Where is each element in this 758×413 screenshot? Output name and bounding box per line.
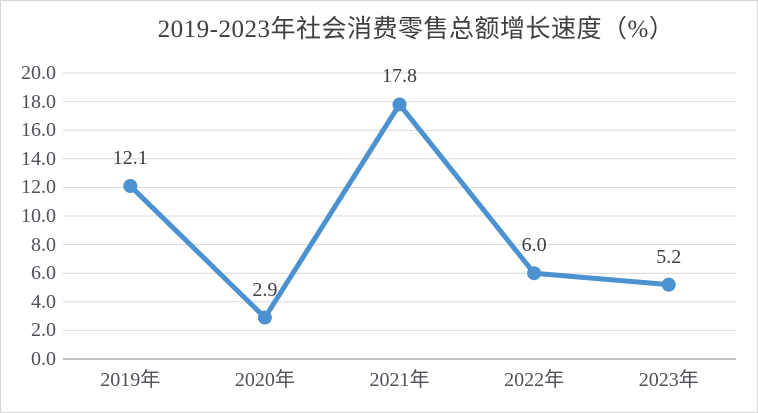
data-point-marker bbox=[123, 178, 138, 193]
y-tick-label: 18.0 bbox=[21, 90, 56, 113]
y-tick-label: 8.0 bbox=[31, 233, 56, 256]
data-label: 6.0 bbox=[521, 234, 547, 257]
y-tick-label: 2.0 bbox=[31, 319, 56, 342]
data-point-marker bbox=[257, 310, 272, 325]
y-tick-label: 12.0 bbox=[21, 176, 56, 199]
data-point-marker bbox=[661, 277, 676, 292]
x-tick-label: 2023年 bbox=[638, 369, 699, 391]
data-label: 12.1 bbox=[112, 146, 148, 169]
y-tick-label: 16.0 bbox=[21, 119, 56, 142]
x-tick-label: 2020年 bbox=[234, 369, 295, 391]
y-tick-label: 20.0 bbox=[21, 62, 56, 84]
data-point-marker bbox=[392, 97, 407, 112]
x-tick-label: 2019年 bbox=[100, 369, 161, 391]
y-tick-label: 14.0 bbox=[21, 147, 56, 170]
y-tick-label: 4.0 bbox=[31, 290, 56, 313]
y-tick-label: 6.0 bbox=[31, 262, 56, 285]
data-point-marker bbox=[527, 266, 542, 281]
data-label: 5.2 bbox=[656, 245, 682, 268]
x-tick-label: 2022年 bbox=[504, 369, 565, 391]
y-tick-label: 10.0 bbox=[21, 205, 56, 227]
data-label: 17.8 bbox=[382, 65, 417, 88]
y-tick-label: 0.0 bbox=[31, 348, 56, 370]
chart-title: 2019-2023年社会消费零售总额增长速度（%） bbox=[157, 16, 675, 43]
x-tick-label: 2021年 bbox=[369, 369, 430, 391]
data-label: 2.9 bbox=[252, 278, 278, 301]
